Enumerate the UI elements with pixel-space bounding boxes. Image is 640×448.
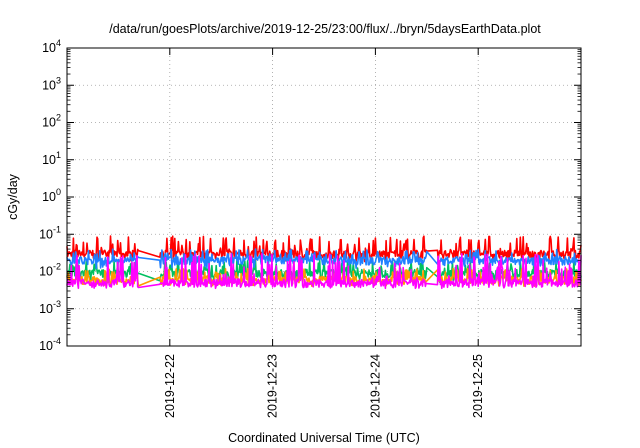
y-tick-label-exponent: -1: [53, 224, 61, 234]
x-tick-label: 2019-12-24: [368, 354, 382, 418]
y-tick-label-base: 10: [42, 78, 56, 92]
y-axis-label: cGy/day: [6, 173, 20, 220]
y-tick-label-exponent: -4: [53, 336, 61, 346]
y-tick-label: 100: [42, 187, 61, 204]
grid: [67, 48, 581, 346]
y-tick-label: 10-2: [39, 262, 61, 279]
y-tick-label-exponent: 3: [56, 75, 61, 85]
y-tick-label-base: 10: [39, 227, 53, 241]
series-layer: [66, 235, 582, 290]
x-axis-label: Coordinated Universal Time (UTC): [228, 431, 420, 445]
y-tick-label-exponent: 2: [56, 113, 61, 123]
y-tick-label-base: 10: [42, 153, 56, 167]
y-tick-label-exponent: 4: [56, 38, 61, 48]
x-tick-labels: 2019-12-22 2019-12-23 2019-12-24 2019-12-25: [163, 354, 485, 418]
y-tick-label-exponent: 0: [56, 187, 61, 197]
y-tick-label-base: 10: [42, 116, 56, 130]
y-tick-label: 10-4: [39, 336, 61, 353]
y-tick-label-base: 10: [42, 41, 56, 55]
y-tick-label-base: 10: [39, 339, 53, 353]
y-tick-label-exponent: -2: [53, 262, 61, 272]
series-line-5: [66, 253, 582, 290]
y-tick-label: 10-3: [39, 299, 61, 316]
x-tick-label: 2019-12-23: [266, 354, 280, 418]
y-tick-label-base: 10: [42, 190, 56, 204]
y-tick-label: 10-1: [39, 224, 61, 241]
x-tick-label: 2019-12-22: [163, 354, 177, 418]
y-tick-label: 101: [42, 150, 61, 167]
y-tick-label-exponent: -3: [53, 299, 61, 309]
y-tick-label: 103: [42, 75, 61, 92]
y-tick-label-base: 10: [39, 265, 53, 279]
y-tick-label-base: 10: [39, 302, 53, 316]
y-tick-label-exponent: 1: [56, 150, 61, 160]
x-tick-label: 2019-12-25: [471, 354, 485, 418]
y-tick-label: 102: [42, 113, 61, 130]
chart-title: /data/run/goesPlots/archive/2019-12-25/2…: [109, 22, 541, 36]
axis-ticks: [67, 47, 581, 347]
y-tick-label: 104: [42, 38, 61, 55]
